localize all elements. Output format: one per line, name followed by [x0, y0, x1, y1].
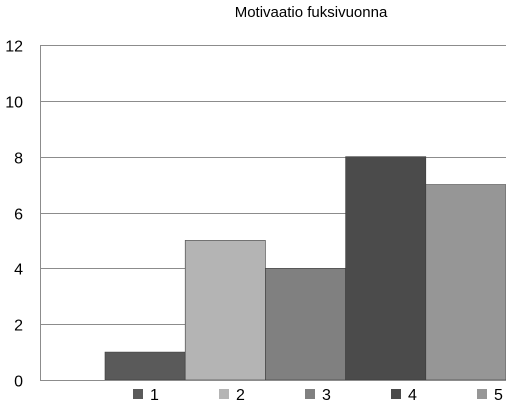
- legend-label-5: 5: [494, 387, 503, 401]
- legend-swatch-5: [477, 389, 487, 399]
- y-tick-label: 2: [14, 318, 23, 335]
- chart-title: Motivaatio fuksivuonna: [235, 4, 388, 21]
- bar-3: [265, 268, 346, 381]
- y-tick-label: 10: [5, 95, 23, 112]
- legend-swatch-1: [133, 389, 143, 399]
- y-axis-ticks: 0 2 4 6 8 10 12: [5, 39, 23, 391]
- legend-label-2: 2: [236, 387, 245, 401]
- legend-swatch-2: [219, 389, 229, 399]
- bars: [104, 156, 506, 381]
- legend-swatch-4: [391, 389, 401, 399]
- y-tick-label: 8: [14, 151, 23, 168]
- y-tick-label: 4: [14, 262, 23, 279]
- y-tick-label: 6: [14, 207, 23, 224]
- bar-2: [184, 240, 266, 381]
- bar-1: [104, 351, 186, 381]
- bar-5: [425, 184, 506, 381]
- y-tick-label: 0: [14, 374, 23, 391]
- legend-label-4: 4: [408, 387, 417, 401]
- legend: 1 2 3 4 5: [133, 387, 503, 401]
- legend-label-1: 1: [150, 387, 159, 401]
- y-tick-label: 12: [5, 39, 23, 56]
- bar-4: [345, 156, 427, 381]
- legend-label-3: 3: [322, 387, 331, 401]
- legend-swatch-3: [305, 389, 315, 399]
